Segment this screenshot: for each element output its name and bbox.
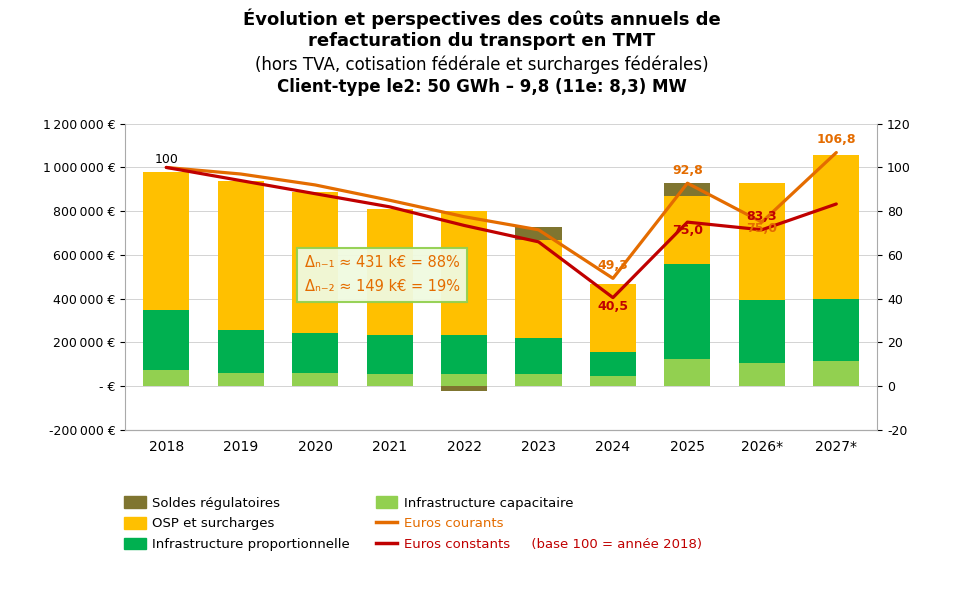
Bar (516, 240, 562, 338)
Bar (366, 209, 413, 335)
Bar (516, 338, 562, 374)
Bar (441, 335, 487, 374)
Bar (814, 299, 859, 361)
Bar (814, 361, 859, 386)
Text: 75,0: 75,0 (672, 224, 703, 237)
Bar (590, 376, 636, 386)
Bar (441, 374, 487, 386)
Text: 75,0: 75,0 (746, 222, 777, 235)
Text: Évolution et perspectives des coûts annuels de: Évolution et perspectives des coûts annu… (243, 9, 721, 29)
Bar (292, 373, 338, 386)
Bar (144, 370, 189, 386)
Text: 106,8: 106,8 (817, 133, 856, 146)
Legend: Soldes régulatoires, OSP et surcharges, Infrastructure proportionnelle, Infrastr: Soldes régulatoires, OSP et surcharges, … (124, 497, 702, 551)
Bar (144, 310, 189, 370)
Bar (292, 191, 338, 333)
Bar (366, 335, 413, 374)
Text: 92,8: 92,8 (672, 164, 703, 177)
Text: 100: 100 (154, 153, 178, 166)
Bar (664, 183, 710, 196)
Bar (590, 352, 636, 376)
Bar (664, 264, 710, 359)
Bar (516, 227, 562, 240)
Bar (590, 284, 636, 352)
Bar (292, 333, 338, 373)
Bar (218, 373, 264, 386)
Text: refacturation du transport en TMT: refacturation du transport en TMT (308, 32, 656, 51)
Bar (366, 374, 413, 386)
Bar (738, 183, 785, 300)
Bar (441, 386, 487, 391)
Bar (738, 363, 785, 386)
Bar (516, 374, 562, 386)
Text: Client-type le2: 50 GWh – 9,8 (11e: 8,3) MW: Client-type le2: 50 GWh – 9,8 (11e: 8,3)… (277, 78, 687, 97)
Bar (144, 172, 189, 310)
Text: 83,3: 83,3 (746, 210, 777, 223)
Bar (738, 300, 785, 363)
Text: Δₙ₋₁ ≈ 431 k€ = 88%
Δₙ₋₂ ≈ 149 k€ = 19%: Δₙ₋₁ ≈ 431 k€ = 88% Δₙ₋₂ ≈ 149 k€ = 19% (305, 255, 460, 294)
Text: 40,5: 40,5 (598, 300, 629, 313)
Bar (814, 155, 859, 299)
Text: (hors TVA, cotisation fédérale et surcharges fédérales): (hors TVA, cotisation fédérale et surcha… (255, 56, 709, 74)
Bar (218, 181, 264, 330)
Bar (664, 196, 710, 264)
Text: 49,3: 49,3 (598, 259, 629, 272)
Bar (441, 211, 487, 335)
Bar (218, 330, 264, 373)
Bar (664, 359, 710, 386)
